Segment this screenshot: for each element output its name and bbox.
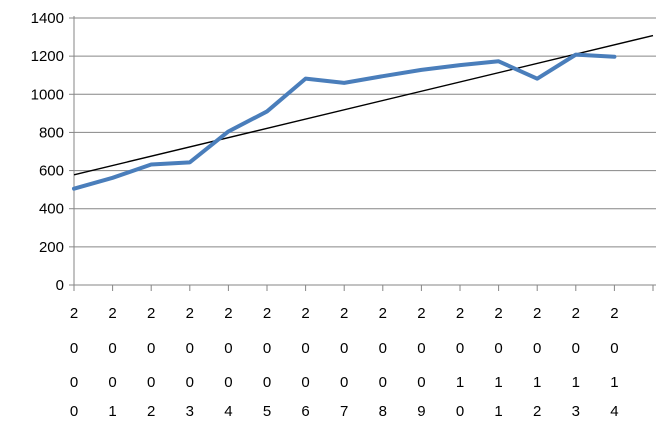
data-point [189, 162, 190, 163]
data-point [74, 188, 75, 189]
data-point [537, 78, 538, 79]
data-point [151, 164, 152, 165]
gridlines [74, 17, 656, 248]
data-point [112, 177, 113, 178]
y-tick-label: 200 [39, 239, 64, 256]
data-point [575, 54, 576, 55]
data-point [614, 56, 615, 57]
y-axis: 0 200 400 600 800 1000 1200 1400 [31, 10, 75, 294]
y-tick-label: 1000 [31, 86, 64, 103]
y-tick-label: 1200 [31, 48, 64, 65]
data-point [305, 78, 306, 79]
data-point [382, 76, 383, 77]
series-group [72, 52, 617, 191]
trendline [73, 34, 654, 176]
data-point [344, 82, 345, 83]
x-axis: 2 0 0 0 2 0 0 1 2 0 0 2 2 0 0 3 2 0 0 4 2 0 0 5 2 0 0 6 2 0 0 7 2 0 0 8 2 0 0 9… [70, 284, 656, 420]
y-tick-label: 0 [56, 277, 64, 294]
series-line-0 [72, 52, 617, 191]
y-tick-label: 400 [39, 201, 64, 218]
data-point [460, 65, 461, 66]
y-tick-label: 800 [39, 124, 64, 141]
trendline-group [73, 34, 654, 176]
data-point [498, 61, 499, 62]
y-tick-label: 600 [39, 163, 64, 180]
data-point [228, 131, 229, 132]
data-point [267, 111, 268, 112]
y-tick-label: 1400 [31, 10, 64, 27]
data-point [421, 69, 422, 70]
